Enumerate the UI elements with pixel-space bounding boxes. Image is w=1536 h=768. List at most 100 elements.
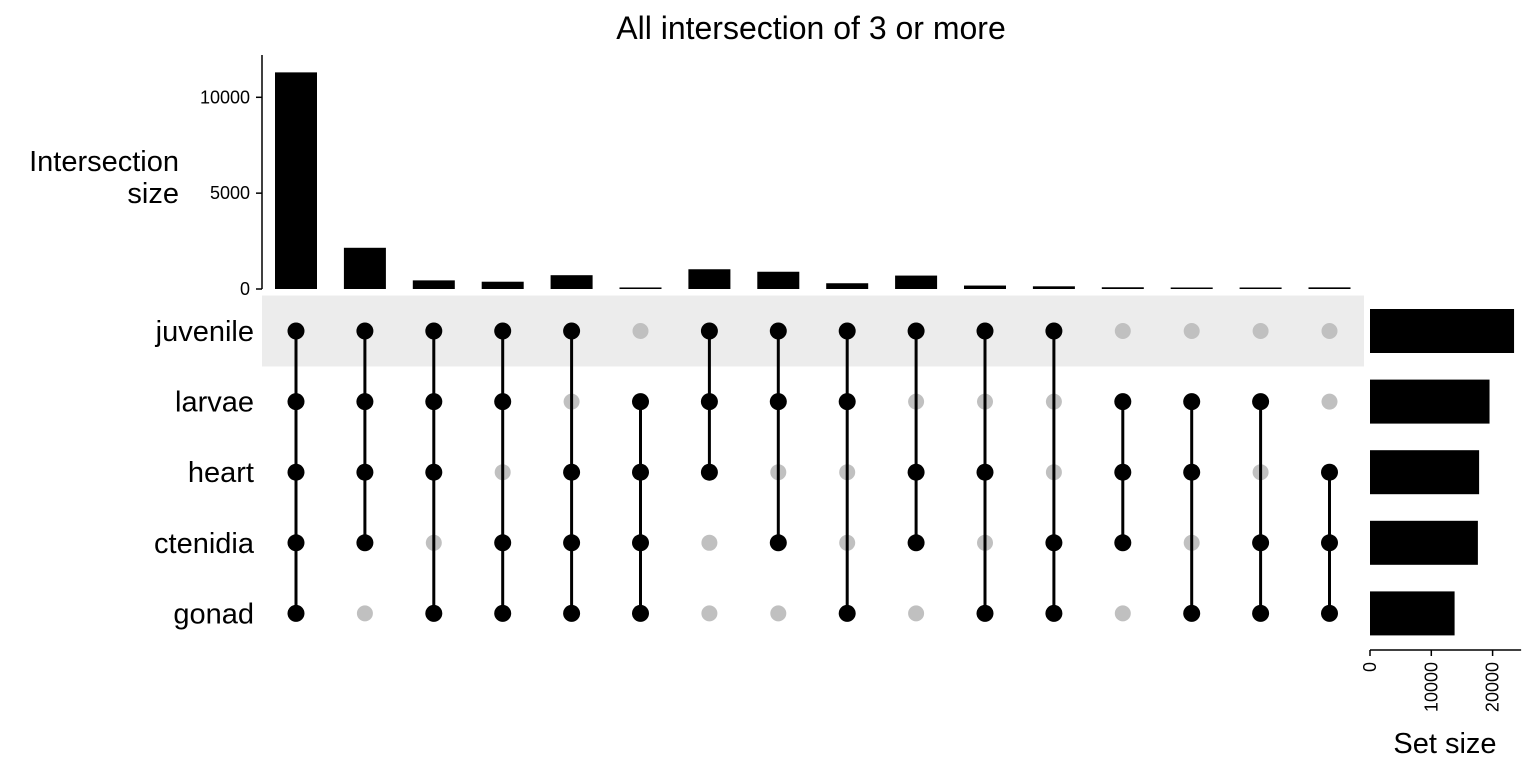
intersection-bar-11 <box>964 285 1006 289</box>
set-label-juvenile: juvenile <box>155 316 254 348</box>
matrix-dot-active <box>907 322 925 340</box>
matrix-dot-active <box>563 463 581 481</box>
intersection-bar-4 <box>481 281 524 289</box>
intersection-bar-3 <box>412 280 455 289</box>
matrix-dot-active <box>563 322 581 340</box>
matrix-dot-active <box>1321 604 1338 622</box>
matrix-dot-inactive <box>701 605 718 622</box>
intersection-bar-16 <box>1308 287 1351 289</box>
intersection-bar-8 <box>757 271 800 289</box>
matrix-dot-inactive <box>632 323 649 339</box>
intersection-bar-7 <box>688 269 731 289</box>
matrix-dot-active <box>976 463 994 481</box>
matrix-dot-active <box>700 463 718 481</box>
intersection-matrix <box>287 322 1338 622</box>
matrix-dot-active <box>356 463 374 481</box>
set-size-axis-tick-label: 10000 <box>1421 662 1441 712</box>
matrix-dot-active <box>1114 463 1132 481</box>
matrix-dot-active <box>769 393 787 411</box>
matrix-dot-active <box>356 322 374 340</box>
matrix-dot-active <box>1321 463 1338 481</box>
matrix-dot-active <box>769 534 787 552</box>
set-label-heart: heart <box>188 457 254 489</box>
matrix-dot-active <box>976 322 994 340</box>
matrix-dot-active <box>356 393 374 411</box>
matrix-dot-inactive <box>1321 393 1338 410</box>
matrix-dot-active <box>494 534 512 552</box>
matrix-dot-active <box>287 534 305 552</box>
intersection-axis-tick-label: 5000 <box>210 183 250 203</box>
matrix-dot-active <box>1252 393 1270 411</box>
matrix-dot-active <box>700 322 718 340</box>
matrix-dot-active <box>838 604 856 622</box>
set-size-axis-tick-label: 0 <box>1360 662 1380 672</box>
matrix-dot-active <box>494 393 512 411</box>
set-size-bar-heart <box>1370 450 1480 495</box>
matrix-dot-active <box>907 534 925 552</box>
matrix-dot-inactive <box>1321 323 1338 339</box>
set-label-larvae: larvae <box>175 387 254 419</box>
intersection-bar-15 <box>1239 287 1282 289</box>
matrix-dot-active <box>632 463 649 481</box>
matrix-dot-active <box>1321 534 1338 552</box>
matrix-dot-active <box>632 393 649 411</box>
matrix-dot-active <box>632 604 649 622</box>
set-label-ctenidia: ctenidia <box>154 528 255 560</box>
matrix-dot-active <box>1183 463 1201 481</box>
intersection-size-axis: 0 5000 10000 <box>200 54 263 299</box>
set-size-axis: 0 10000 20000 <box>1360 649 1522 712</box>
matrix-dot-active <box>494 604 512 622</box>
matrix-dot-active <box>838 322 856 340</box>
intersection-bar-5 <box>550 275 593 289</box>
matrix-dot-active <box>1045 534 1063 552</box>
matrix-dot-active <box>1114 393 1132 411</box>
intersection-bar-2 <box>343 247 386 289</box>
matrix-dot-active <box>1183 393 1201 411</box>
matrix-dot-inactive <box>701 534 718 551</box>
intersection-bar-14 <box>1170 287 1213 289</box>
matrix-dot-active <box>425 322 443 340</box>
matrix-dot-active <box>425 463 443 481</box>
matrix-dot-active <box>632 534 649 552</box>
intersection-bar-12 <box>1032 286 1075 289</box>
intersection-bar-13 <box>1101 287 1144 289</box>
matrix-dot-active <box>287 393 305 411</box>
matrix-dot-inactive <box>1114 605 1131 622</box>
intersection-axis-label-line-1: Intersection <box>29 146 179 178</box>
matrix-dot-active <box>1045 604 1063 622</box>
intersection-bars <box>275 72 1351 289</box>
intersection-axis-tick-label: 10000 <box>200 87 250 107</box>
matrix-dot-active <box>287 463 305 481</box>
intersection-bar-1 <box>275 72 317 289</box>
set-row-stripes <box>262 295 1364 367</box>
matrix-dot-active <box>425 604 443 622</box>
matrix-dot-active <box>1114 534 1132 552</box>
matrix-dot-active <box>1252 604 1270 622</box>
matrix-dot-active <box>769 322 787 340</box>
stripe-gonad <box>262 295 1364 367</box>
matrix-dot-active <box>838 393 856 411</box>
matrix-dot-inactive <box>1114 323 1131 339</box>
matrix-dot-active <box>563 534 581 552</box>
matrix-dot-active <box>976 604 994 622</box>
set-size-bar-ctenidia <box>1370 520 1478 565</box>
intersection-axis-label-line-2: size <box>127 178 179 210</box>
set-size-axis-label: Set size <box>1393 728 1496 760</box>
intersection-bar-9 <box>826 283 869 289</box>
set-labels: juvenile larvae heart ctenidia gonad <box>154 316 255 630</box>
matrix-dot-inactive <box>356 605 373 622</box>
set-size-bar-juvenile <box>1370 309 1515 353</box>
matrix-dot-active <box>356 534 374 552</box>
matrix-dot-active <box>700 393 718 411</box>
intersection-bar-10 <box>895 275 938 289</box>
matrix-dot-active <box>1252 534 1270 552</box>
set-label-gonad: gonad <box>173 598 254 630</box>
chart-title: All intersection of 3 or more <box>616 10 1006 46</box>
matrix-dot-active <box>563 604 581 622</box>
matrix-dot-active <box>1183 604 1201 622</box>
matrix-dot-inactive <box>1183 323 1200 339</box>
matrix-dot-inactive <box>908 605 925 622</box>
set-size-bar-gonad <box>1370 591 1455 636</box>
matrix-dot-active <box>425 393 443 411</box>
